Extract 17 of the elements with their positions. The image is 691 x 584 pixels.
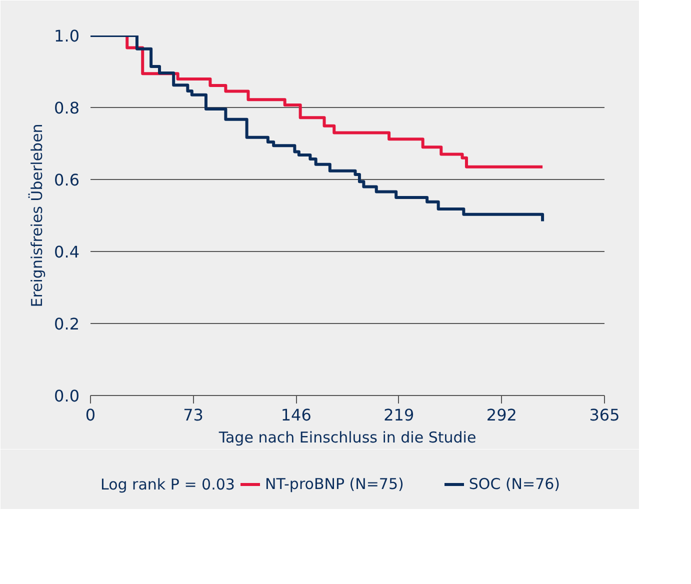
y-axis-title: Ereignisfreies Überleben xyxy=(28,124,46,308)
x-tick-label: 292 xyxy=(486,406,517,424)
x-tick-label: 146 xyxy=(280,406,312,424)
x-tick-label: 219 xyxy=(384,406,414,424)
y-tick-label: 0.6 xyxy=(54,170,80,190)
legend-label: SOC (N=76) xyxy=(468,475,560,493)
y-tick-label: 1.0 xyxy=(54,26,80,46)
x-tick-label: 73 xyxy=(183,406,204,424)
y-tick-label: 0.2 xyxy=(54,314,80,334)
x-tick-label: 0 xyxy=(85,406,96,424)
y-tick-label: 0.4 xyxy=(54,242,80,262)
x-axis-title: Tage nach Einschluss in die Studie xyxy=(218,428,476,446)
text: Log rank P = 0.03 xyxy=(100,476,235,494)
y-tick-label: 0.0 xyxy=(54,386,80,406)
y-tick-label: 0.8 xyxy=(54,98,80,118)
x-tick-label: 365 xyxy=(589,406,620,424)
legend-label: NT-proBNP (N=75) xyxy=(265,475,404,493)
